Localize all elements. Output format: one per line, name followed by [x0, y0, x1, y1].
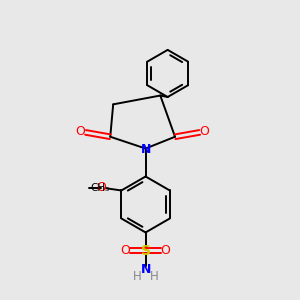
Text: H: H	[150, 270, 159, 283]
Text: N: N	[140, 263, 151, 276]
Text: O: O	[121, 244, 130, 257]
Text: S: S	[141, 244, 151, 258]
Text: O: O	[200, 125, 210, 138]
Text: CH₃: CH₃	[90, 183, 110, 193]
Text: O: O	[96, 181, 106, 194]
Text: O: O	[76, 125, 85, 138]
Text: N: N	[140, 142, 151, 156]
Text: O: O	[161, 244, 170, 257]
Text: H: H	[132, 270, 141, 283]
